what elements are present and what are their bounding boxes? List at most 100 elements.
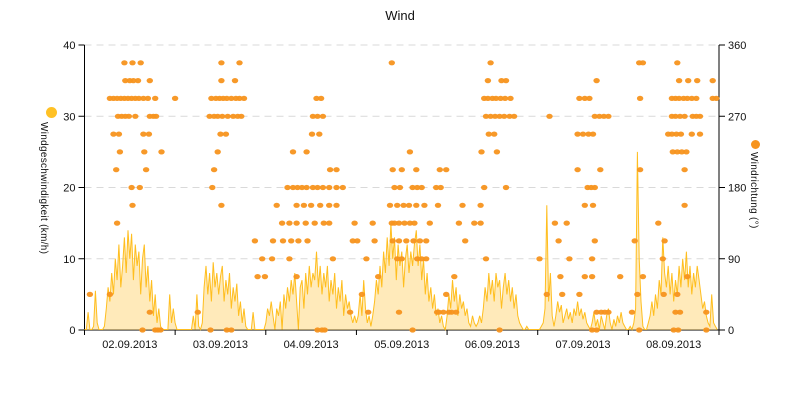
wind-direction-dot bbox=[414, 256, 421, 262]
wind-direction-dot bbox=[581, 274, 588, 280]
wind-direction-dot bbox=[462, 238, 469, 244]
wind-direction-dot bbox=[696, 113, 704, 119]
wind-direction-dot bbox=[273, 202, 280, 208]
wind-direction-dot bbox=[223, 327, 230, 333]
wind-direction-dot bbox=[436, 167, 443, 173]
wind-direction-dot bbox=[358, 291, 366, 297]
wind-direction-dot bbox=[286, 256, 293, 262]
wind-direction-dot bbox=[579, 131, 587, 137]
wind-direction-dot bbox=[443, 291, 450, 297]
wind-direction-dot bbox=[268, 256, 276, 262]
wind-direction-dot bbox=[588, 327, 596, 333]
wind-direction-dot bbox=[593, 309, 600, 315]
wind-direction-dot bbox=[349, 238, 356, 244]
wind-direction-dot bbox=[210, 167, 218, 173]
wind-direction-dot bbox=[492, 95, 500, 101]
wind-direction-dot bbox=[152, 113, 160, 119]
wind-direction-dot bbox=[152, 95, 159, 101]
wind-direction-dot bbox=[593, 78, 600, 84]
wind-direction-dot bbox=[491, 131, 498, 137]
wind-direction-dot bbox=[217, 131, 224, 137]
wind-direction-dot bbox=[230, 113, 237, 119]
wind-direction-dot bbox=[673, 131, 680, 137]
wind-speed-legend-dot bbox=[46, 107, 57, 118]
wind-direction-dot bbox=[452, 309, 460, 315]
wind-direction-dot bbox=[639, 60, 647, 66]
wind-direction-dot bbox=[416, 238, 424, 244]
wind-direction-dot bbox=[631, 238, 638, 244]
wind-direction-dot bbox=[395, 238, 403, 244]
wind-direction-dot bbox=[303, 184, 310, 191]
wind-direction-dot bbox=[307, 202, 315, 208]
wind-direction-dot bbox=[400, 202, 407, 208]
wind-direction-dot bbox=[308, 131, 316, 137]
wind-direction-dot bbox=[339, 184, 346, 191]
wind-direction-dot bbox=[685, 78, 692, 84]
wind-direction-dot bbox=[703, 309, 710, 315]
wind-direction-dot bbox=[506, 113, 513, 119]
wind-direction-dot bbox=[576, 291, 583, 297]
wind-direction-dot bbox=[413, 167, 420, 173]
wind-direction-dot bbox=[206, 113, 213, 119]
wind-direction-dot bbox=[313, 95, 320, 101]
wind-direction-dot bbox=[288, 238, 295, 244]
chart-title: Wind bbox=[385, 8, 415, 23]
wind-direction-dot bbox=[683, 149, 690, 155]
wind-direction-dot bbox=[395, 220, 403, 226]
wind-direction-dot bbox=[121, 60, 128, 66]
wind-direction-dot bbox=[375, 274, 382, 280]
wind-direction-dot bbox=[491, 113, 499, 119]
wind-direction-dot bbox=[588, 274, 596, 280]
wind-direction-dot bbox=[207, 327, 214, 333]
wind-direction-dot bbox=[484, 78, 492, 84]
wind-direction-dot bbox=[395, 309, 403, 315]
x-axis-label: 08.09.2013 bbox=[646, 339, 701, 351]
wind-direction-dot bbox=[219, 113, 226, 119]
wind-direction-dot bbox=[600, 113, 608, 119]
wind-direction-dot bbox=[555, 238, 562, 244]
wind-direction-dot bbox=[224, 113, 231, 119]
wind-direction-dot bbox=[398, 167, 405, 173]
wind-direction-dot bbox=[302, 220, 309, 226]
wind-direction-dot bbox=[406, 149, 414, 155]
wind-direction-dot bbox=[443, 167, 450, 173]
wind-direction-dot bbox=[510, 113, 518, 119]
wind-direction-dot bbox=[413, 202, 420, 208]
wind-direction-dot bbox=[676, 113, 684, 119]
wind-direction-dot bbox=[171, 95, 179, 101]
wind-direction-dot bbox=[405, 202, 413, 208]
wind-direction-dot bbox=[406, 220, 414, 226]
wind-direction-dot bbox=[293, 202, 300, 208]
wind-direction-dot bbox=[477, 220, 484, 226]
wind-direction-dot bbox=[668, 131, 676, 137]
wind-direction-dot bbox=[294, 184, 301, 191]
wind-direction-dot bbox=[589, 131, 597, 137]
wind-direction-dot bbox=[581, 202, 588, 208]
wind-direction-dot bbox=[675, 95, 683, 101]
wind-direction-dot bbox=[209, 184, 216, 191]
wind-direction-dot bbox=[279, 238, 287, 244]
wind-direction-dot bbox=[684, 95, 691, 101]
x-axis-label: 05.09.2013 bbox=[374, 339, 429, 351]
wind-direction-dot bbox=[319, 184, 327, 191]
wind-direction-dot bbox=[214, 149, 221, 155]
wind-direction-dot bbox=[574, 131, 581, 137]
wind-direction-dot bbox=[588, 256, 596, 262]
wind-direction-dot bbox=[403, 238, 410, 244]
right-tick-label: 270 bbox=[728, 111, 746, 123]
wind-direction-dot bbox=[617, 274, 624, 280]
wind-direction-dot bbox=[487, 60, 494, 66]
wind-direction-dot bbox=[481, 184, 488, 191]
wind-direction-dot bbox=[713, 95, 720, 101]
wind-direction-dot bbox=[371, 238, 378, 244]
wind-direction-dot bbox=[125, 113, 133, 119]
wind-direction-dot bbox=[136, 184, 143, 191]
wind-direction-dot bbox=[639, 274, 647, 280]
wind-direction-dot bbox=[314, 327, 321, 333]
wind-direction-dot bbox=[321, 327, 328, 333]
wind-direction-dot bbox=[674, 149, 681, 155]
wind-direction-dot bbox=[129, 60, 136, 66]
wind-direction-dot bbox=[669, 149, 676, 155]
